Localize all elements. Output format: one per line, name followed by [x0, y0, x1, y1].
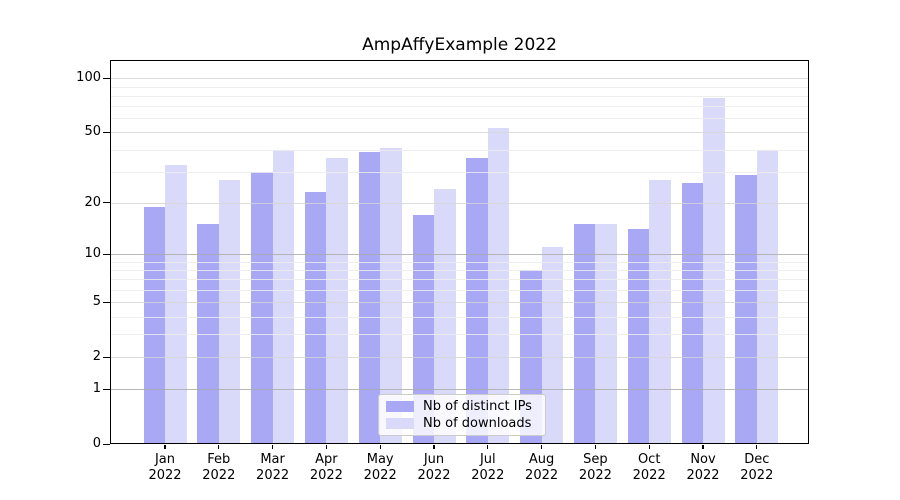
bar-downloads-oct: [649, 179, 671, 444]
bar-ips-oct: [627, 229, 650, 444]
bar-downloads-sep: [595, 224, 617, 444]
x-tick-mark: [218, 444, 220, 449]
x-tick-mark: [594, 444, 596, 449]
x-tick-label-feb: Feb 2022: [202, 452, 236, 483]
gridline-semimajor: [110, 132, 809, 134]
x-tick-mark: [272, 444, 274, 449]
gridline-minor: [110, 261, 809, 263]
x-tick-label-oct: Oct 2022: [632, 452, 666, 483]
x-tick-label-may: May 2022: [363, 452, 397, 483]
legend-swatch-distinct-ips: [386, 401, 414, 412]
gridline-minor: [110, 334, 809, 336]
y-tick-mark: [103, 301, 110, 303]
bar-downloads-dec: [756, 149, 779, 444]
gridline-semimajor: [110, 78, 809, 80]
bar-downloads-apr: [326, 157, 348, 444]
legend-item-distinct-ips: Nb of distinct IPs: [386, 398, 538, 415]
x-tick-label-dec: Dec 2022: [740, 452, 774, 483]
gridline-minor: [110, 279, 809, 281]
bar-downloads-jun: [434, 188, 456, 444]
bar-ips-mar: [251, 171, 273, 444]
y-tick-label: 20: [84, 194, 101, 210]
bar-ips-nov: [681, 182, 703, 444]
bar-ips-dec: [735, 174, 757, 444]
gridline-minor: [110, 95, 809, 97]
y-tick-label: 0: [92, 436, 101, 452]
gridline-minor: [110, 106, 809, 108]
x-tick-mark: [648, 444, 650, 449]
legend-label-distinct-ips: Nb of distinct IPs: [423, 399, 532, 414]
gridline-major: [110, 389, 809, 391]
gridline-minor: [110, 149, 809, 151]
x-tick-mark: [325, 444, 327, 449]
gridline-minor: [110, 118, 809, 120]
y-tick-mark: [103, 388, 110, 390]
x-tick-label-sep: Sep 2022: [578, 452, 612, 483]
bar-ips-may: [358, 151, 381, 444]
legend-label-downloads: Nb of downloads: [423, 416, 532, 431]
gridline-semimajor: [110, 357, 809, 359]
x-tick-mark: [164, 444, 166, 449]
x-tick-label-jul: Jul 2022: [471, 452, 505, 483]
gridline-semimajor: [110, 202, 809, 204]
bar-downloads-feb: [218, 179, 241, 444]
y-tick-label: 10: [84, 246, 101, 262]
bar-downloads-mar: [272, 149, 295, 444]
x-tick-label-mar: Mar 2022: [256, 452, 290, 483]
y-tick-mark: [103, 202, 110, 204]
gridline-minor: [110, 270, 809, 272]
y-tick-mark: [103, 77, 110, 79]
gridline-minor: [110, 289, 809, 291]
x-tick-label-apr: Apr 2022: [309, 452, 343, 483]
gridline-major: [110, 254, 809, 256]
y-tick-label: 1: [92, 381, 101, 397]
legend-item-downloads: Nb of downloads: [386, 415, 538, 432]
bar-ips-jan: [143, 206, 165, 444]
x-tick-mark: [487, 444, 489, 449]
y-tick-label: 100: [76, 70, 101, 86]
y-tick-mark: [103, 356, 110, 358]
y-tick-label: 5: [92, 294, 101, 310]
legend-swatch-downloads: [386, 418, 414, 429]
bar-ips-jun: [412, 215, 434, 444]
bar-downloads-may: [380, 147, 402, 444]
bar-ips-jul: [466, 157, 488, 444]
chart-title: AmpAffyExample 2022: [362, 35, 557, 55]
x-tick-label-jan: Jan 2022: [148, 452, 182, 483]
gridline-minor: [110, 86, 809, 88]
x-tick-label-aug: Aug 2022: [525, 452, 559, 483]
gridline-minor: [110, 316, 809, 318]
y-tick-mark: [103, 131, 110, 134]
x-tick-label-nov: Nov 2022: [686, 452, 720, 483]
x-tick-mark: [702, 444, 704, 449]
gridline-minor: [110, 171, 809, 173]
plot-area: [110, 60, 809, 444]
x-tick-mark: [379, 444, 381, 449]
x-tick-mark: [541, 444, 543, 449]
x-tick-mark: [433, 444, 435, 449]
legend: Nb of distinct IPs Nb of downloads: [378, 394, 546, 436]
gridline-semimajor: [110, 302, 809, 304]
bar-downloads-jan: [165, 164, 187, 444]
bar-downloads-aug: [541, 247, 564, 444]
x-tick-mark: [756, 444, 758, 449]
bar-downloads-jul: [487, 127, 510, 444]
y-tick-label: 50: [84, 124, 101, 140]
bar-ips-apr: [304, 192, 327, 444]
y-tick-label: 2: [92, 349, 101, 365]
y-tick-mark: [103, 253, 110, 255]
bar-ips-sep: [573, 224, 596, 444]
x-tick-label-jun: Jun 2022: [417, 452, 451, 483]
bar-ips-feb: [197, 224, 219, 444]
y-tick-mark: [103, 443, 110, 445]
